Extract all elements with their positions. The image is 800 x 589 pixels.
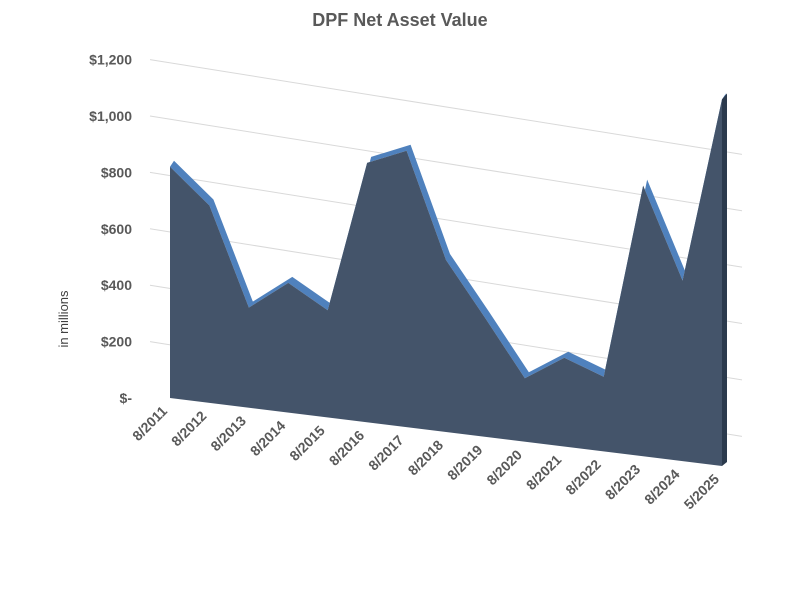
x-tick-label: 8/2014	[247, 417, 289, 459]
y-tick-label: $-	[120, 390, 133, 406]
y-tick-label: $1,200	[89, 52, 132, 68]
x-tick-label: 8/2016	[326, 427, 368, 469]
area-front-face	[170, 99, 722, 467]
chart-title: DPF Net Asset Value	[312, 10, 488, 30]
y-tick-labels: $- $200 $400 $600 $800 $1,000 $1,200	[89, 52, 132, 406]
x-tick-label: 8/2022	[562, 456, 604, 498]
x-tick-label: 8/2017	[365, 432, 407, 474]
x-tick-label: 8/2011	[129, 403, 170, 444]
gridline	[149, 59, 743, 155]
y-tick-label: $200	[101, 334, 132, 350]
x-tick-label: 8/2021	[523, 451, 565, 493]
x-tick-label: 8/2012	[168, 408, 210, 450]
x-tick-label: 8/2020	[483, 446, 525, 488]
y-tick-label: $800	[101, 164, 132, 180]
x-tick-label: 5/2025	[681, 471, 723, 513]
y-tick-label: $600	[101, 221, 132, 237]
x-tick-label: 8/2013	[207, 412, 249, 454]
x-tick-label: 8/2019	[444, 442, 486, 484]
x-tick-label: 8/2015	[286, 422, 328, 464]
area-side-face	[722, 93, 727, 467]
y-tick-label: $1,000	[89, 108, 132, 124]
x-tick-label: 8/2018	[405, 437, 447, 479]
area-series	[170, 93, 727, 467]
x-tick-label: 8/2024	[641, 466, 683, 508]
y-tick-label: $400	[101, 277, 132, 293]
x-tick-label: 8/2023	[602, 461, 644, 503]
